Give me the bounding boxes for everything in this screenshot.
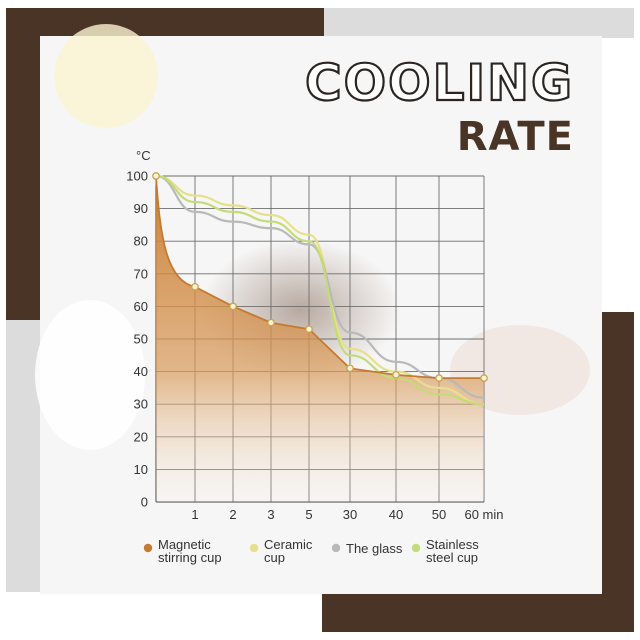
brown-frame-bottom [322, 592, 634, 632]
legend-label: steel cup [426, 550, 478, 565]
magnetic-data-point [435, 374, 443, 382]
x-tick-label: 5 [305, 507, 312, 522]
x-tick-label: 50 [432, 507, 446, 522]
cooling-chart: °C 0 10 20 30 40 50 60 70 80 90 100 1 2 3 5 30 40 50 60 … [126, 148, 503, 522]
series-points [152, 172, 488, 382]
x-axis-end-label: 60 min [464, 507, 503, 522]
legend-swatch [411, 543, 421, 553]
x-tick-label: 3 [267, 507, 274, 522]
y-tick-label: 10 [134, 462, 148, 477]
legend-label: Stainless [426, 537, 479, 552]
magnetic-data-point [305, 325, 313, 334]
legend-swatch [143, 543, 153, 553]
legend-swatch [249, 543, 259, 553]
grey-band-left [6, 320, 40, 592]
legend-the-glass: The glass [331, 541, 403, 556]
magnetic-data-point [191, 282, 199, 291]
series-lines [155, 174, 485, 406]
legend-swatch [331, 543, 341, 553]
y-tick-label: 100 [126, 169, 148, 184]
y-tick-label: 30 [134, 397, 148, 412]
magnetic-data-point [480, 374, 488, 382]
legend-label: stirring cup [158, 550, 222, 565]
ceramic-cup-line [155, 174, 485, 406]
y-tick-label: 40 [134, 364, 148, 379]
y-tick-label: 50 [134, 332, 148, 347]
magnetic-data-point [152, 172, 160, 180]
magnetic-stirring-cup-line [155, 175, 484, 380]
x-tick-label: 2 [229, 507, 236, 522]
grey-band-top [324, 8, 634, 38]
y-axis-ticks: 0 10 20 30 40 50 60 70 80 90 100 [126, 169, 148, 510]
magnetic-area [156, 176, 484, 502]
y-tick-label: 0 [141, 495, 148, 510]
legend-label: Magnetic [158, 537, 211, 552]
y-tick-label: 90 [134, 201, 148, 216]
x-tick-label: 40 [389, 507, 403, 522]
y-tick-label: 80 [134, 234, 148, 249]
magnetic-data-point [392, 371, 400, 379]
jar-photo-decor [35, 300, 145, 450]
title-line1: COOLING [305, 54, 574, 112]
magnetic-data-point [346, 364, 354, 373]
x-axis-ticks: 1 2 3 5 30 40 50 [191, 507, 446, 522]
magnetic-area-fill [156, 176, 484, 502]
magnetic-data-point [267, 318, 275, 327]
y-axis-unit: °C [136, 148, 151, 163]
lemon-slice-decor [54, 24, 158, 128]
y-tick-label: 60 [134, 299, 148, 314]
title-line2: RATE [457, 114, 574, 160]
brown-frame-bottom-right [600, 312, 634, 632]
magnetic-data-point [229, 302, 237, 311]
x-tick-label: 30 [343, 507, 357, 522]
legend-label: Ceramic [264, 537, 313, 552]
y-tick-label: 20 [134, 429, 148, 444]
legend-label: The glass [346, 541, 403, 556]
stainless-steel-cup-line [155, 174, 485, 406]
the-glass-line [155, 174, 485, 399]
y-tick-label: 70 [134, 266, 148, 281]
x-tick-label: 1 [191, 507, 198, 522]
hand-photo-decor [450, 325, 590, 415]
legend-label: cup [264, 550, 285, 565]
